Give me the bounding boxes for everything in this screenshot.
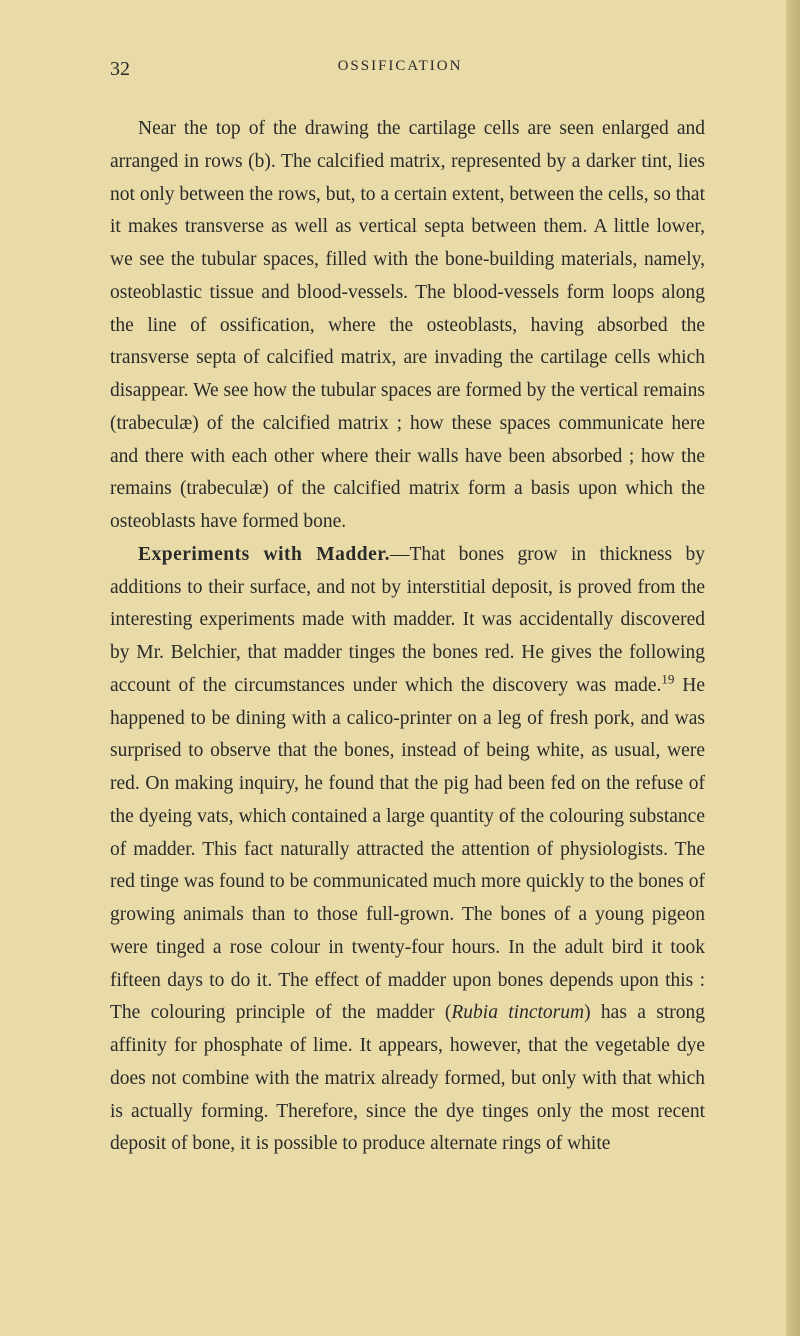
running-head: OSSIFICATION <box>338 58 463 75</box>
p2-end: ) has a strong affinity for phosphate of… <box>110 1002 705 1154</box>
body-text: Near the top of the drawing the cartilag… <box>110 113 705 1161</box>
paragraph-2: Experiments with Madder.—That bones grow… <box>110 539 705 1161</box>
footnote-ref-19: 19 <box>661 671 674 686</box>
section-heading: Experiments with Madder. <box>138 544 390 565</box>
page-edge-shadow <box>786 0 800 1336</box>
paragraph-1: Near the top of the drawing the cartilag… <box>110 113 705 539</box>
page-container: 32 OSSIFICATION Near the top of the draw… <box>0 0 800 1211</box>
page-number: 32 <box>110 58 130 81</box>
p2-continuation: He happened to be dining with a calico-p… <box>110 675 705 1024</box>
page-header: 32 OSSIFICATION <box>110 58 705 81</box>
p2-body-start: —That bones grow in thickness by additio… <box>110 544 705 696</box>
latin-term: Rubia tinctorum <box>451 1002 584 1023</box>
